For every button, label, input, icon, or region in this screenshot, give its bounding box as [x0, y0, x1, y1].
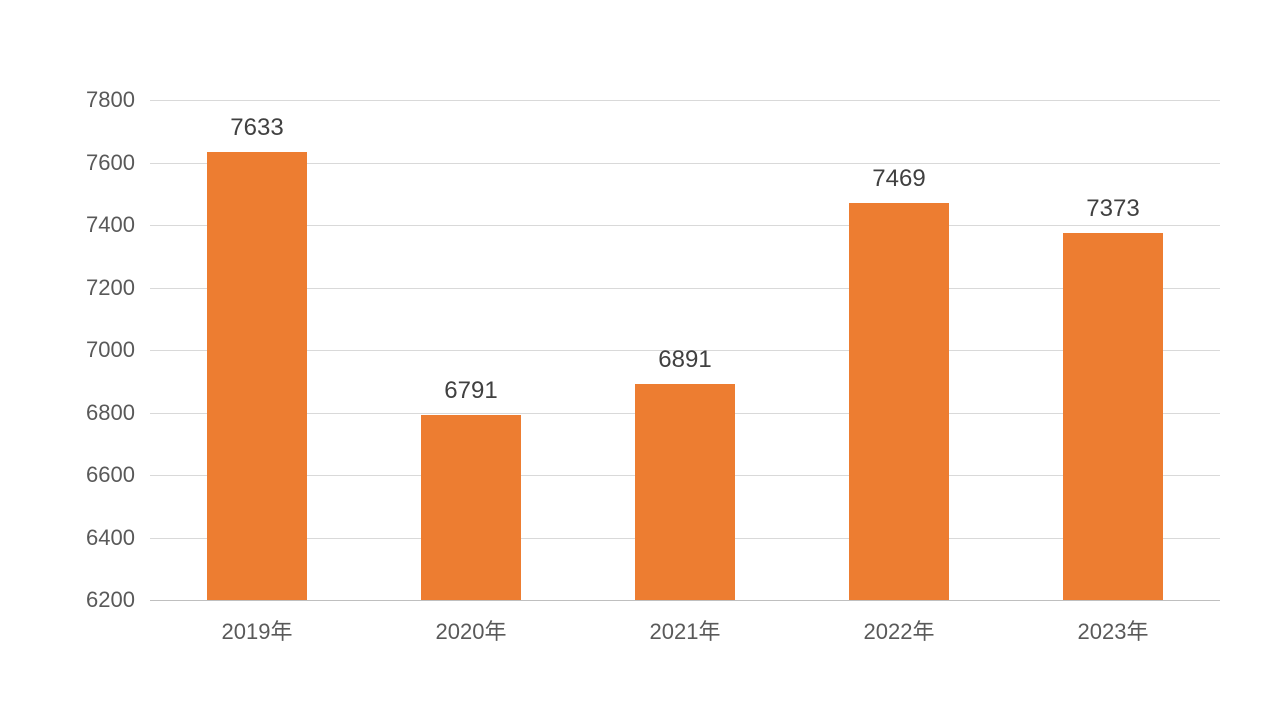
- grid-line: [150, 288, 1220, 289]
- x-axis-line: [150, 600, 1220, 601]
- y-tick-label: 6600: [86, 462, 135, 488]
- y-tick-label: 7600: [86, 150, 135, 176]
- y-tick-label: 7200: [86, 275, 135, 301]
- data-label: 6891: [658, 346, 711, 374]
- data-label: 7633: [230, 114, 283, 142]
- x-tick-label: 2023年: [1078, 614, 1149, 646]
- bar: [207, 152, 308, 600]
- x-tick-label: 2020年: [436, 614, 507, 646]
- y-tick-label: 6800: [86, 400, 135, 426]
- y-tick-label: 7400: [86, 212, 135, 238]
- y-tick-label: 6200: [86, 587, 135, 613]
- grid-line: [150, 100, 1220, 101]
- grid-line: [150, 163, 1220, 164]
- bar: [849, 203, 950, 600]
- x-tick-label: 2021年: [650, 614, 721, 646]
- bar-chart: 6200 6400 6600 6800 7000 7200 7400 7600 7800 7633…: [0, 0, 1280, 720]
- bar: [1063, 233, 1164, 600]
- y-tick-label: 7800: [86, 87, 135, 113]
- y-tick-label: 6400: [86, 525, 135, 551]
- bar: [421, 415, 522, 600]
- data-label: 7469: [872, 165, 925, 193]
- x-tick-label: 2022年: [864, 614, 935, 646]
- y-tick-label: 7000: [86, 337, 135, 363]
- data-label: 6791: [444, 377, 497, 405]
- grid-line: [150, 225, 1220, 226]
- data-label: 7373: [1086, 195, 1139, 223]
- x-tick-label: 2019年: [222, 614, 293, 646]
- bar: [635, 384, 736, 600]
